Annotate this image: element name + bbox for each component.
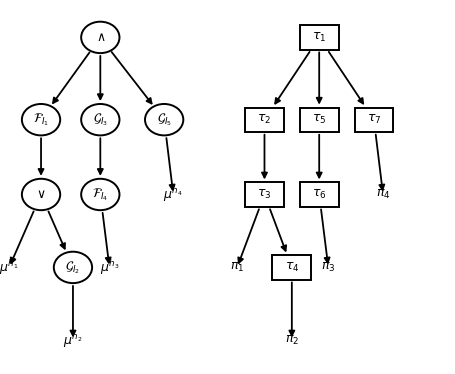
Text: $\tau_2$: $\tau_2$ [257,113,271,126]
Bar [299,25,338,50]
Text: $\tau_1$: $\tau_1$ [311,31,326,44]
Text: $\mathcal{G}_{I_3}$: $\mathcal{G}_{I_3}$ [92,111,108,128]
Text: $\mathcal{F}_{I_1}$: $\mathcal{F}_{I_1}$ [33,111,49,128]
Text: $\wedge$: $\wedge$ [96,31,105,44]
Circle shape [22,179,60,210]
Text: $\tau_7$: $\tau_7$ [366,113,380,126]
Bar [245,108,283,132]
Circle shape [54,252,92,283]
Text: $\mathcal{G}_{I_5}$: $\mathcal{G}_{I_5}$ [156,111,172,128]
Circle shape [81,22,119,53]
Bar [272,255,310,280]
Circle shape [81,179,119,210]
Circle shape [22,104,60,135]
Bar [299,108,338,132]
Text: $\vee$: $\vee$ [36,188,46,201]
Bar [245,183,283,206]
Text: $\pi_1$: $\pi_1$ [229,261,244,274]
Bar [354,108,392,132]
Text: $\tau_3$: $\tau_3$ [257,188,271,201]
Text: $\mu^{h_1}$: $\mu^{h_1}$ [0,258,19,277]
Text: $\mathcal{F}_{I_4}$: $\mathcal{F}_{I_4}$ [92,186,108,203]
Text: $\pi_4$: $\pi_4$ [375,188,389,201]
Text: $\mu^{h_3}$: $\mu^{h_3}$ [100,258,119,277]
Text: $\pi_3$: $\pi_3$ [320,261,335,274]
Text: $\tau_5$: $\tau_5$ [311,113,326,126]
Text: $\mu^{h_2}$: $\mu^{h_2}$ [63,331,82,350]
Text: $\pi_2$: $\pi_2$ [284,334,298,347]
Text: $\mathcal{G}_{I_2}$: $\mathcal{G}_{I_2}$ [65,259,81,276]
Text: $\tau_4$: $\tau_4$ [284,261,298,274]
Circle shape [145,104,183,135]
Text: $\tau_6$: $\tau_6$ [311,188,326,201]
Text: $\mu^{h_4}$: $\mu^{h_4}$ [163,185,183,204]
Circle shape [81,104,119,135]
Bar [299,183,338,206]
